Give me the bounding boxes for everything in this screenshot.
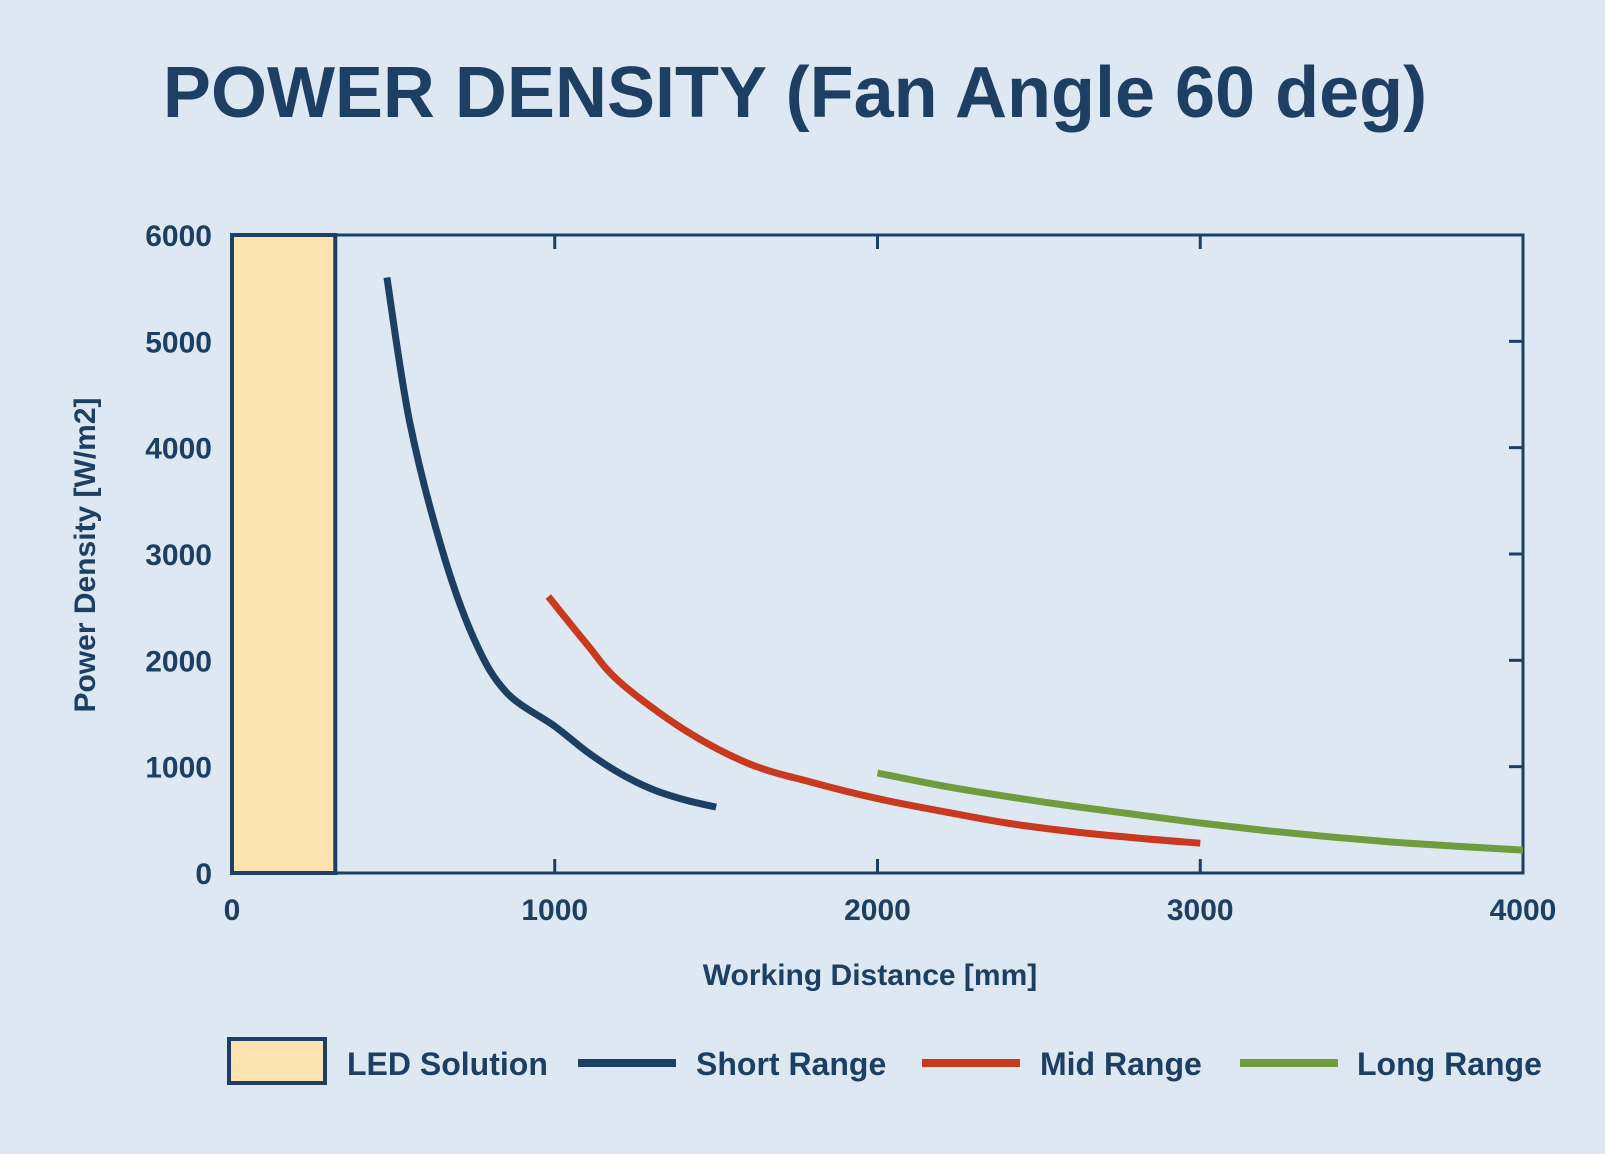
y-tick-label: 2000 [145, 645, 212, 678]
legend-label-mid-range: Mid Range [1040, 1046, 1202, 1082]
y-axis-label: Power Density [W/m2] [69, 397, 102, 712]
chart-title: POWER DENSITY (Fan Angle 60 deg) [163, 53, 1427, 133]
legend-label-short-range: Short Range [696, 1046, 886, 1082]
legend-label-long-range: Long Range [1357, 1046, 1542, 1082]
series-line-mid-range [545, 594, 1201, 847]
series-line-short-range [383, 276, 717, 811]
y-axis-ticks: 0 1000 2000 3000 4000 5000 6000 [145, 220, 1523, 891]
x-axis-ticks: 0 1000 2000 3000 4000 [224, 235, 1557, 927]
y-tick-label: 0 [195, 858, 212, 891]
legend-swatch-led-solution [227, 1037, 327, 1085]
y-tick-label: 6000 [145, 220, 212, 253]
x-tick-label: 0 [224, 894, 241, 927]
series-line-long-range [876, 769, 1524, 854]
y-tick-label: 5000 [145, 326, 212, 359]
x-tick-label: 2000 [844, 894, 911, 927]
axes [230, 233, 1525, 875]
legend: LED Solution Short Range Mid Range Long Ran… [227, 1037, 1542, 1085]
plot-frame [230, 233, 1525, 875]
x-axis-label: Working Distance [mm] [703, 959, 1038, 992]
legend-label-led-solution: LED Solution [347, 1046, 548, 1082]
led-region-layer [230, 233, 338, 875]
y-tick-label: 1000 [145, 752, 212, 785]
region-led-solution [230, 233, 338, 875]
y-tick-label: 3000 [145, 539, 212, 572]
x-tick-label: 1000 [521, 894, 588, 927]
series-layer [383, 276, 1524, 854]
y-tick-label: 4000 [145, 433, 212, 466]
x-tick-label: 4000 [1490, 894, 1557, 927]
x-tick-label: 3000 [1167, 894, 1234, 927]
